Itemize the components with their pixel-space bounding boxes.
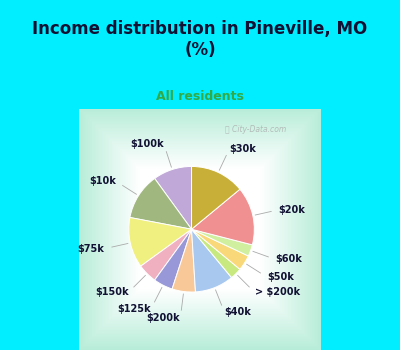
Text: Income distribution in Pineville, MO
(%): Income distribution in Pineville, MO (%) bbox=[32, 20, 368, 59]
Text: $100k: $100k bbox=[130, 139, 164, 149]
Wedge shape bbox=[130, 178, 192, 229]
Text: $30k: $30k bbox=[230, 144, 256, 154]
Text: $200k: $200k bbox=[147, 313, 180, 323]
Text: $125k: $125k bbox=[118, 304, 151, 314]
Text: $50k: $50k bbox=[267, 272, 294, 282]
Text: $20k: $20k bbox=[278, 205, 306, 215]
Wedge shape bbox=[192, 229, 232, 292]
Wedge shape bbox=[129, 217, 192, 266]
Wedge shape bbox=[192, 229, 252, 256]
Text: > $200k: > $200k bbox=[254, 287, 300, 297]
Wedge shape bbox=[192, 229, 240, 278]
Text: All residents: All residents bbox=[156, 90, 244, 103]
Text: $10k: $10k bbox=[89, 176, 116, 187]
Text: $60k: $60k bbox=[276, 254, 302, 265]
Wedge shape bbox=[155, 229, 192, 289]
Wedge shape bbox=[192, 167, 240, 229]
Wedge shape bbox=[172, 229, 196, 292]
Text: $75k: $75k bbox=[78, 244, 104, 254]
Wedge shape bbox=[192, 229, 248, 269]
Wedge shape bbox=[155, 167, 192, 229]
Wedge shape bbox=[192, 189, 254, 245]
Text: ⓘ City-Data.com: ⓘ City-Data.com bbox=[225, 125, 286, 134]
Text: $40k: $40k bbox=[224, 307, 251, 317]
Text: $150k: $150k bbox=[95, 287, 128, 297]
Wedge shape bbox=[141, 229, 192, 280]
